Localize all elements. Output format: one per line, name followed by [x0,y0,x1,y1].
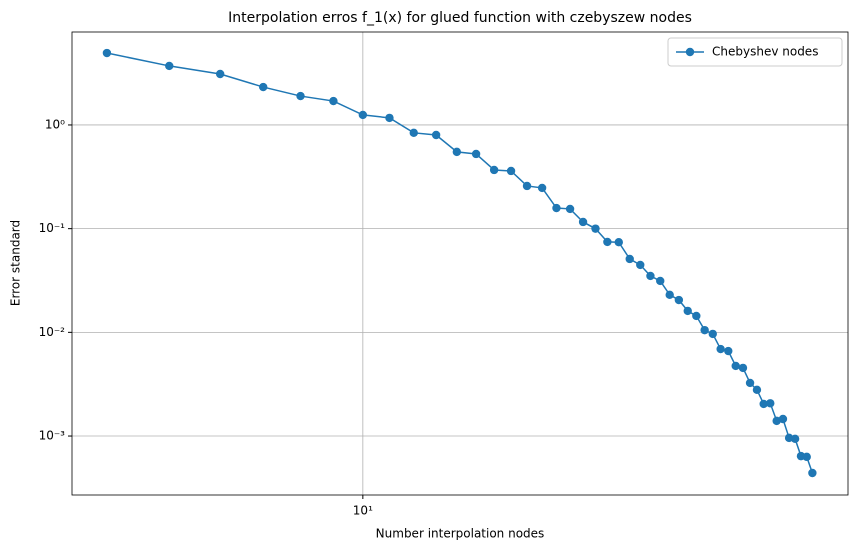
point [708,329,717,339]
point [752,385,762,395]
y-tick-label: 10⁰ [45,117,65,131]
x-tick-label: 10¹ [353,504,373,518]
point [506,166,516,176]
point [683,306,692,316]
point [625,254,634,264]
point [537,183,547,193]
point [591,224,600,233]
point [802,452,811,462]
y-axis-label: Error standard [9,220,23,306]
point [215,69,225,79]
point [565,204,575,214]
legend-marker [685,47,695,57]
point [489,165,499,175]
x-axis-label: Number interpolation nodes [376,527,545,541]
point [471,149,481,159]
y-tick-label: 10⁻³ [39,429,66,443]
point [731,361,740,371]
point [656,276,665,286]
point [552,203,561,213]
point [738,363,748,373]
point [431,130,441,140]
point [808,468,817,478]
point [766,399,775,408]
point [636,260,645,270]
point [700,325,709,335]
point [778,414,788,424]
legend-label: Chebyshev nodes [712,45,818,59]
point [259,82,268,92]
series-line [106,52,814,474]
legend-box [667,37,843,67]
point [102,48,112,58]
point [409,128,418,138]
plot-frame [71,31,849,496]
point [165,61,174,71]
point [724,346,733,356]
point [745,378,755,388]
point [665,290,674,300]
point [759,399,768,409]
point [522,181,532,191]
point [329,96,338,106]
point [646,271,655,281]
point [296,91,305,101]
point [614,238,623,247]
point [578,217,588,227]
chart-title: Interpolation erros f_1(x) for glued fun… [228,10,692,26]
y-tick-label: 10⁻¹ [39,221,66,235]
point [603,237,612,247]
point [692,311,701,321]
point [385,113,394,123]
point [716,344,725,354]
point [790,434,800,444]
point [452,147,462,157]
point [358,110,368,120]
y-tick-label: 10⁻² [39,325,66,339]
point [674,295,684,305]
